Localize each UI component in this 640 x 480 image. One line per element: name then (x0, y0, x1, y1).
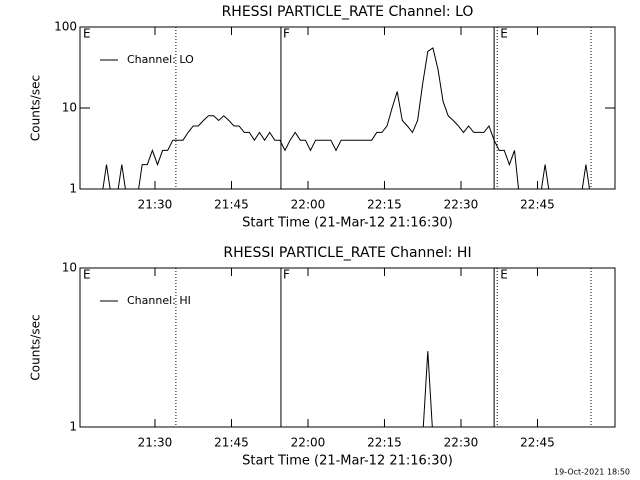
x-tick-label: 22:00 (291, 198, 326, 212)
y-axis-label: Counts/sec (29, 75, 43, 141)
chart-title: RHESSI PARTICLE_RATE Channel: LO (222, 4, 474, 20)
y-tick-label: 10 (62, 261, 77, 275)
flag-label: F (283, 27, 290, 41)
plot-frame (79, 26, 616, 190)
y-tick-label: 100 (54, 20, 77, 34)
flag-label: E (500, 27, 508, 41)
flag-label: E (83, 268, 91, 282)
y-tick-label: 1 (69, 420, 77, 434)
x-tick-label: 22:45 (520, 436, 555, 450)
x-tick-label: 22:30 (444, 198, 479, 212)
x-axis-label: Start Time (21-Mar-12 21:16:30) (242, 454, 453, 469)
x-tick-label: 21:30 (138, 436, 173, 450)
footer: 19-Oct-2021 18:50 (554, 468, 630, 477)
flag-label: F (283, 268, 290, 282)
x-tick-label: 22:45 (520, 198, 555, 212)
y-tick-label: 10 (62, 101, 77, 115)
x-axis-label: Start Time (21-Mar-12 21:16:30) (242, 216, 453, 231)
x-tick-label: 21:45 (214, 436, 249, 450)
flag-label: E (83, 27, 91, 41)
flag-label: E (500, 268, 508, 282)
plot-frame (79, 267, 616, 428)
legend-label: Channel: HI (127, 294, 191, 307)
x-tick-label: 22:30 (444, 436, 479, 450)
x-tick-label: 21:45 (214, 198, 249, 212)
x-tick-label: 22:15 (367, 198, 402, 212)
chart-title: RHESSI PARTICLE_RATE Channel: HI (223, 245, 471, 261)
x-tick-label: 21:30 (138, 198, 173, 212)
data-line (102, 47, 591, 189)
x-tick-label: 22:00 (291, 436, 326, 450)
y-tick-label: 1 (69, 182, 77, 196)
legend-label: Channel: LO (127, 53, 194, 66)
y-axis-label: Counts/sec (29, 314, 43, 380)
x-tick-label: 22:15 (367, 436, 402, 450)
